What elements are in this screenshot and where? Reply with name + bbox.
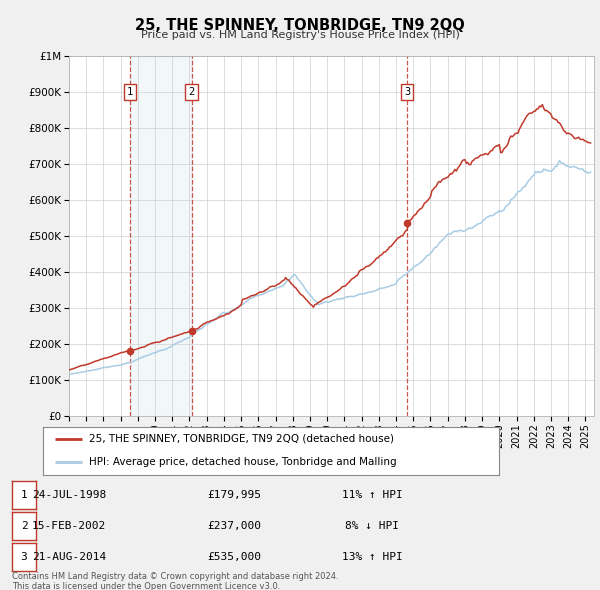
Text: 25, THE SPINNEY, TONBRIDGE, TN9 2QQ: 25, THE SPINNEY, TONBRIDGE, TN9 2QQ bbox=[135, 18, 465, 32]
Text: Price paid vs. HM Land Registry's House Price Index (HPI): Price paid vs. HM Land Registry's House … bbox=[140, 30, 460, 40]
Bar bbox=[130, 56, 191, 416]
Text: £237,000: £237,000 bbox=[207, 521, 261, 531]
Text: 1: 1 bbox=[20, 490, 28, 500]
Text: 3: 3 bbox=[20, 552, 28, 562]
Text: HPI: Average price, detached house, Tonbridge and Malling: HPI: Average price, detached house, Tonb… bbox=[89, 457, 397, 467]
Text: 25, THE SPINNEY, TONBRIDGE, TN9 2QQ (detached house): 25, THE SPINNEY, TONBRIDGE, TN9 2QQ (det… bbox=[89, 434, 394, 444]
Text: 3: 3 bbox=[404, 87, 410, 97]
Text: 11% ↑ HPI: 11% ↑ HPI bbox=[341, 490, 403, 500]
Text: 2: 2 bbox=[20, 521, 28, 531]
Text: 15-FEB-2002: 15-FEB-2002 bbox=[32, 521, 106, 531]
Text: 8% ↓ HPI: 8% ↓ HPI bbox=[345, 521, 399, 531]
Text: This data is licensed under the Open Government Licence v3.0.: This data is licensed under the Open Gov… bbox=[12, 582, 280, 590]
Text: £535,000: £535,000 bbox=[207, 552, 261, 562]
Text: Contains HM Land Registry data © Crown copyright and database right 2024.: Contains HM Land Registry data © Crown c… bbox=[12, 572, 338, 581]
Text: 24-JUL-1998: 24-JUL-1998 bbox=[32, 490, 106, 500]
Text: 1: 1 bbox=[127, 87, 133, 97]
Text: 2: 2 bbox=[188, 87, 194, 97]
Text: £179,995: £179,995 bbox=[207, 490, 261, 500]
Text: 13% ↑ HPI: 13% ↑ HPI bbox=[341, 552, 403, 562]
Text: 21-AUG-2014: 21-AUG-2014 bbox=[32, 552, 106, 562]
